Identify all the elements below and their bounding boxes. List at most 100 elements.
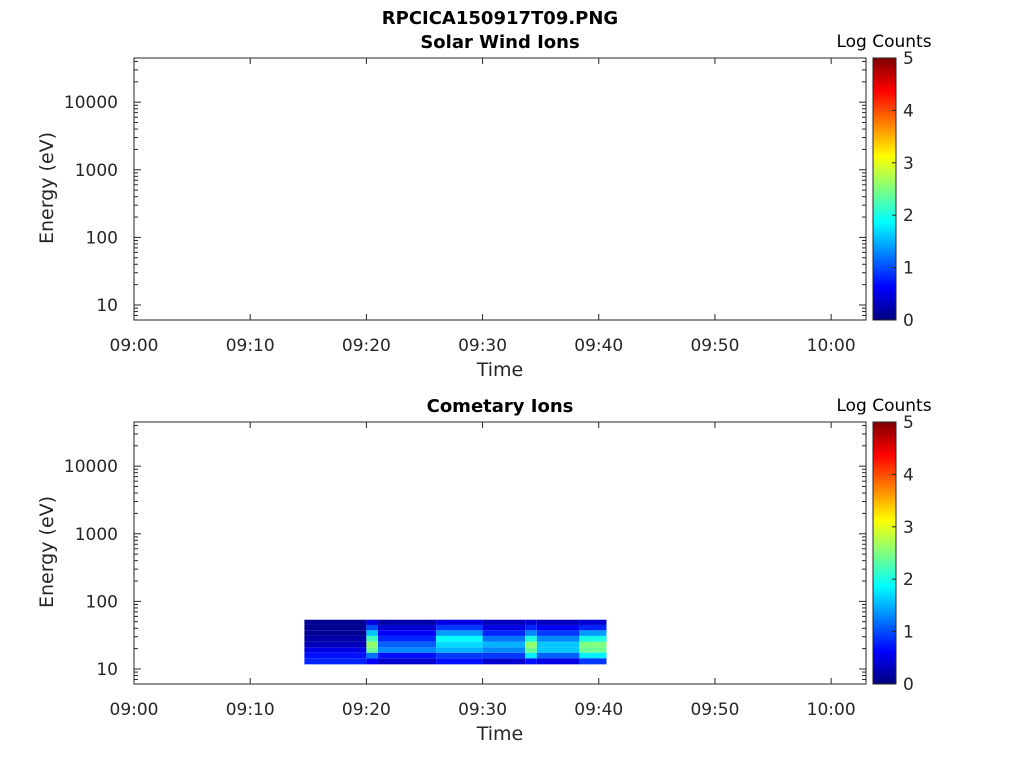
spectrogram-cell [525,630,537,636]
spectrogram-cell [482,658,526,665]
x-tick-label: 09:40 [574,700,623,720]
colorbar-tick-label: 1 [903,623,914,643]
spectrogram-cell [436,630,483,636]
spectrogram-cell [304,647,367,653]
x-tick-label: 09:10 [226,700,275,720]
colorbar-tick-label: 0 [903,311,914,331]
y-tick-label: 100 [86,228,118,248]
spectrogram-cell [366,652,378,659]
y-tick-label: 10 [96,296,118,316]
colorbar-label: Log Counts [836,396,931,416]
colorbar-tick-label: 4 [903,465,914,485]
plot-area: 09:00 09:10 09:20 09:30 09:40 09:50 10:00 10 100… [64,421,867,720]
colorbar-tick-label: 2 [903,570,914,590]
panel-title: Solar Wind Ions [420,32,579,53]
colorbar: 0 1 2 3 4 5 [872,49,914,331]
spectrogram-cell [579,619,607,625]
spectrogram-cell [525,624,537,631]
spectrogram-cell [482,635,526,642]
panel-cometary: Cometary Ions 09:00 09:10 09:20 09:30 09:40 0… [36,396,932,745]
panel-title: Cometary Ions [427,396,574,417]
colorbar-tick-label: 4 [903,101,914,121]
colorbar-tick-label: 0 [903,675,914,695]
spectrogram-cell [482,619,526,625]
x-axis-label: Time [476,723,524,745]
spectrogram-cell [378,619,437,625]
spectrogram-cell [482,641,526,648]
colorbar-gradient [872,57,897,321]
spectrogram-cell [436,658,483,665]
colorbar-tick-label: 5 [903,413,914,433]
panel-solar-wind: Solar Wind Ions 09:00 09:10 09:20 09:30 09:4… [36,32,932,381]
spectrogram-cell [525,652,537,659]
x-tick-label: 10:00 [807,336,856,356]
y-tick-label: 1000 [75,161,118,181]
y-axis-label: Energy (eV) [36,496,58,608]
spectrogram-cell [304,630,367,636]
y-tick-label: 10 [96,660,118,680]
spectrogram-cell [525,635,537,642]
spectrogram-cell [366,658,378,665]
spectrogram-cell [436,647,483,653]
spectrogram-cell [579,641,607,648]
x-tick-label: 09:00 [110,700,159,720]
x-tick-label: 09:30 [458,700,507,720]
colorbar-tick-label: 1 [903,259,914,279]
spectrogram-cell [366,630,378,636]
spectrogram-cell [525,641,537,648]
colorbar-label: Log Counts [836,32,931,52]
spectrogram-cell [536,619,580,625]
spectrogram-cell [304,619,367,625]
x-tick-label: 09:00 [110,336,159,356]
spectrogram-cell [579,647,607,653]
spectrogram-cell [436,619,483,625]
spectrogram-cell [579,635,607,642]
spectrogram-cell [304,652,367,659]
spectrogram-cell [378,635,437,642]
spectrogram-cell [304,624,367,631]
x-tick-label: 09:40 [574,336,623,356]
spectrogram-cell [366,619,378,625]
spectrogram-cell [436,652,483,659]
colorbar-gradient [872,421,897,685]
x-axis-label: Time [476,359,524,381]
spectrogram-cell [482,652,526,659]
spectrogram-cell [482,630,526,636]
spectrogram-cell [536,630,580,636]
spectrogram-cell [579,652,607,659]
spectrogram-cell [436,635,483,642]
spectrogram-cell [436,641,483,648]
spectrogram-cell [378,647,437,653]
spectrogram-cell [304,641,367,648]
spectrogram-cell [366,647,378,653]
spectrogram-cell [579,624,607,631]
figure-title: RPCICA150917T09.PNG [382,8,618,29]
spectrogram-cell [536,652,580,659]
colorbar-tick-label: 5 [903,49,914,69]
spectrogram-cell [378,630,437,636]
y-tick-label: 1000 [75,525,118,545]
y-tick-label: 10000 [64,93,118,113]
spectrogram-cell [525,619,537,625]
y-axis-label: Energy (eV) [36,132,58,244]
axes-frame [133,421,867,685]
plot-area: 09:00 09:10 09:20 09:30 09:40 09:50 10:00 10 100… [64,57,867,356]
spectrogram-cell [536,624,580,631]
colorbar: 0 1 2 3 4 5 [872,413,914,695]
spectrogram-cell [525,647,537,653]
spectrogram-cell [579,630,607,636]
spectrogram-cell [304,635,367,642]
axes-frame [133,57,867,321]
spectrogram-cell [482,624,526,631]
spectrogram-cell [366,641,378,648]
spectrogram-cell [366,624,378,631]
spectrogram-cell [378,658,437,665]
colorbar-tick-label: 3 [903,518,914,538]
spectrogram-cell [378,652,437,659]
x-tick-label: 09:50 [690,336,739,356]
y-tick-label: 100 [86,592,118,612]
spectrogram-cell [378,641,437,648]
spectrogram-cell [366,635,378,642]
x-tick-label: 09:20 [342,336,391,356]
